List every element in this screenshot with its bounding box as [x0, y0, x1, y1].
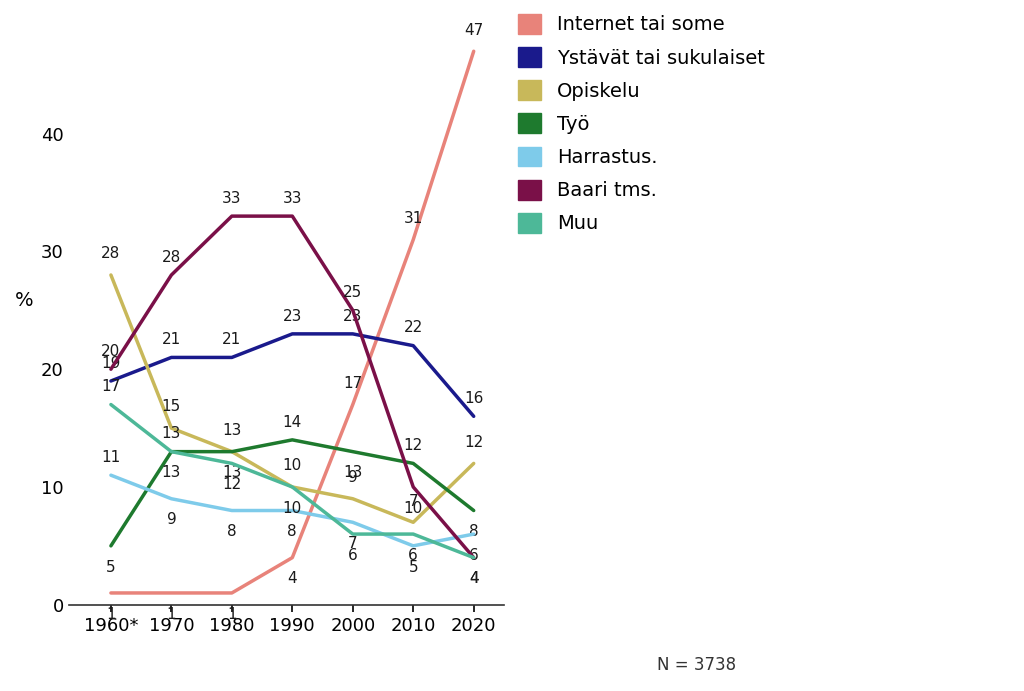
Text: 12: 12: [403, 438, 423, 453]
Text: 33: 33: [222, 191, 242, 206]
Text: 23: 23: [283, 309, 302, 323]
Text: N = 3738: N = 3738: [656, 656, 736, 674]
Text: 6: 6: [469, 548, 478, 562]
Text: 14: 14: [283, 415, 302, 430]
Text: 10: 10: [283, 501, 302, 515]
Text: 15: 15: [162, 399, 181, 415]
Text: 11: 11: [101, 450, 121, 465]
Text: 6: 6: [348, 548, 357, 562]
Text: 22: 22: [403, 321, 423, 336]
Text: 25: 25: [343, 285, 362, 300]
Text: 16: 16: [464, 391, 483, 406]
Text: 9: 9: [348, 470, 357, 485]
Text: 8: 8: [227, 524, 237, 539]
Legend: Internet tai some, Ystävät tai sukulaiset, Opiskelu, Työ, Harrastus., Baari tms.: Internet tai some, Ystävät tai sukulaise…: [518, 14, 765, 234]
Text: 31: 31: [403, 211, 423, 226]
Text: 28: 28: [162, 250, 181, 265]
Text: 8: 8: [288, 524, 297, 539]
Text: 8: 8: [469, 524, 478, 539]
Text: 6: 6: [409, 548, 418, 562]
Text: 17: 17: [343, 376, 362, 391]
Text: 4: 4: [469, 571, 478, 587]
Text: 13: 13: [343, 465, 362, 480]
Text: 1: 1: [227, 607, 237, 622]
Text: 17: 17: [101, 379, 121, 395]
Text: 13: 13: [162, 465, 181, 480]
Text: 12: 12: [464, 435, 483, 450]
Text: 9: 9: [167, 513, 176, 527]
Text: 5: 5: [409, 560, 418, 574]
Text: 20: 20: [101, 344, 121, 359]
Text: 21: 21: [222, 332, 242, 348]
Text: 28: 28: [101, 246, 121, 261]
Text: 21: 21: [162, 332, 181, 348]
Text: 33: 33: [283, 191, 302, 206]
Text: 1: 1: [167, 607, 176, 622]
Y-axis label: %: %: [15, 292, 34, 310]
Text: 7: 7: [348, 536, 357, 551]
Text: 4: 4: [288, 571, 297, 587]
Text: 7: 7: [409, 493, 418, 509]
Text: 10: 10: [283, 458, 302, 473]
Text: 13: 13: [162, 426, 181, 442]
Text: 1: 1: [106, 607, 116, 622]
Text: 47: 47: [464, 23, 483, 37]
Text: 19: 19: [101, 356, 121, 371]
Text: 4: 4: [469, 571, 478, 587]
Text: 13: 13: [222, 465, 242, 480]
Text: 12: 12: [222, 477, 242, 492]
Text: 23: 23: [343, 309, 362, 323]
Text: 13: 13: [222, 423, 242, 438]
Text: 10: 10: [403, 501, 423, 515]
Text: 5: 5: [106, 560, 116, 574]
